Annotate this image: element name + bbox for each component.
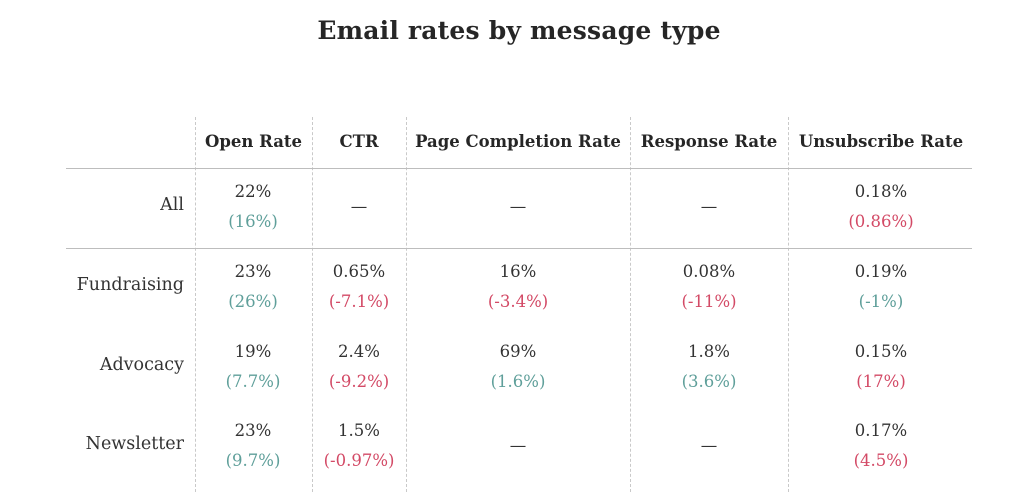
row-label: Fundraising	[76, 275, 184, 295]
row-rule	[66, 248, 972, 249]
table-cell: 69% (1.6%)	[458, 342, 578, 392]
cell-value: 0.18%	[854, 182, 908, 201]
cell-value: 0.65%	[332, 262, 386, 281]
table-cell: 23% (9.7%)	[193, 421, 313, 471]
column-header-response-rate: Response Rate	[640, 132, 778, 151]
cell-value: 0.15%	[854, 342, 908, 361]
cell-value: 23%	[234, 421, 272, 440]
cell-change: (-11%)	[681, 292, 737, 311]
row-label: All	[160, 195, 184, 215]
cell-value: 1.5%	[338, 421, 380, 440]
table-cell: —	[649, 436, 769, 456]
cell-value: 22%	[234, 182, 272, 201]
cell-value: 2.4%	[338, 342, 380, 361]
table-cell: 0.19% (-1%)	[821, 262, 941, 312]
cell-change: (9.7%)	[225, 451, 281, 470]
table-cell: 1.8% (3.6%)	[649, 342, 769, 392]
cell-value: 16%	[499, 262, 537, 281]
column-separator	[195, 117, 196, 492]
column-header-unsubscribe-rate: Unsubscribe Rate	[798, 132, 964, 151]
cell-value: 0.17%	[854, 421, 908, 440]
table-cell: —	[649, 197, 769, 217]
cell-change: (17%)	[856, 372, 906, 391]
cell-change: (-1%)	[858, 292, 904, 311]
cell-change: (1.6%)	[490, 372, 546, 391]
column-header-ctr: CTR	[339, 132, 379, 151]
cell-change: (-9.2%)	[328, 372, 390, 391]
cell-empty-dash: —	[700, 197, 718, 216]
table-cell: 16% (-3.4%)	[458, 262, 578, 312]
cell-change: (-3.4%)	[487, 292, 549, 311]
table-cell: 0.17% (4.5%)	[821, 421, 941, 471]
cell-value: 1.8%	[688, 342, 730, 361]
table-cell: 0.08% (-11%)	[649, 262, 769, 312]
chart-title: Email rates by message type	[317, 16, 721, 45]
row-label: Newsletter	[85, 434, 184, 454]
cell-change: (7.7%)	[225, 372, 281, 391]
table-cell: —	[458, 436, 578, 456]
cell-change: (26%)	[228, 292, 278, 311]
header-rule	[66, 168, 972, 169]
cell-value: 0.08%	[682, 262, 736, 281]
column-separator	[312, 117, 313, 492]
table-cell: 23% (26%)	[193, 262, 313, 312]
table-cell: 0.15% (17%)	[821, 342, 941, 392]
cell-value: 23%	[234, 262, 272, 281]
column-header-open-rate: Open Rate	[204, 132, 303, 151]
cell-empty-dash: —	[509, 197, 527, 216]
table-cell: 0.18% (0.86%)	[821, 182, 941, 232]
column-separator	[630, 117, 631, 492]
cell-value: 0.19%	[854, 262, 908, 281]
cell-value: 19%	[234, 342, 272, 361]
row-label: Advocacy	[99, 355, 184, 375]
cell-change: (-7.1%)	[328, 292, 390, 311]
cell-change: (16%)	[228, 212, 278, 231]
cell-change: (0.86%)	[848, 212, 914, 231]
table-cell: —	[299, 197, 419, 217]
table-cell: —	[458, 197, 578, 217]
cell-change: (3.6%)	[681, 372, 737, 391]
column-header-page-completion-rate: Page Completion Rate	[415, 132, 621, 151]
cell-change: (-0.97%)	[323, 451, 395, 470]
table-cell: 1.5% (-0.97%)	[299, 421, 419, 471]
table-cell: 2.4% (-9.2%)	[299, 342, 419, 392]
cell-empty-dash: —	[350, 197, 368, 216]
table-cell: 22% (16%)	[193, 182, 313, 232]
table-cell: 0.65% (-7.1%)	[299, 262, 419, 312]
cell-empty-dash: —	[509, 436, 527, 455]
column-separator	[406, 117, 407, 492]
cell-empty-dash: —	[700, 436, 718, 455]
column-separator	[788, 117, 789, 492]
cell-change: (4.5%)	[853, 451, 909, 470]
table-cell: 19% (7.7%)	[193, 342, 313, 392]
cell-value: 69%	[499, 342, 537, 361]
